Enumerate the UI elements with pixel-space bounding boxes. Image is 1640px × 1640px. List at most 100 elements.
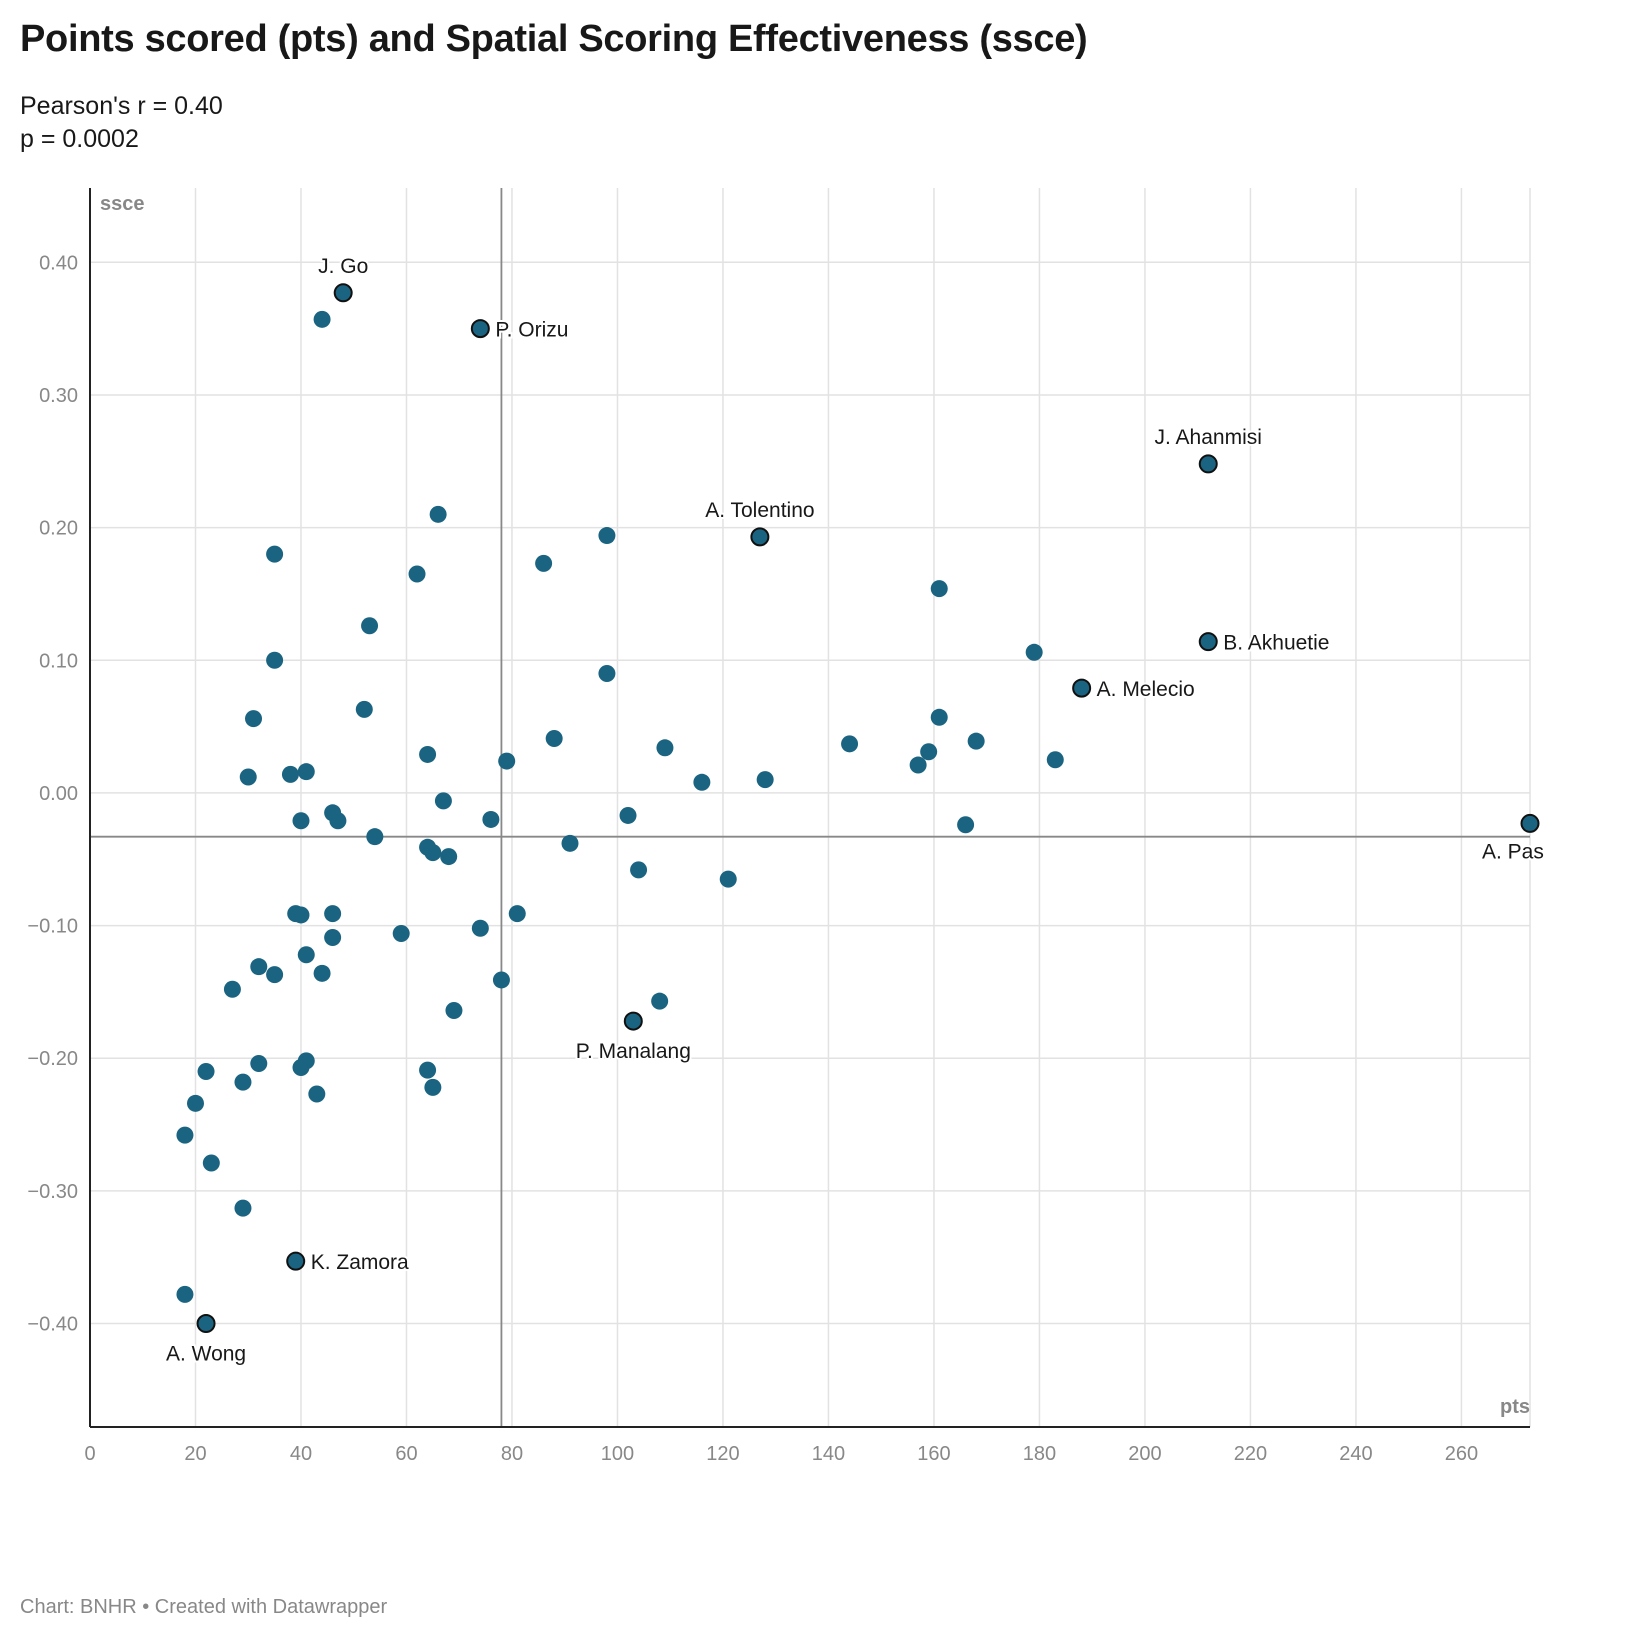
- point-labels: J. Go P. Orizu J. Ahanmisi A. Tolentino B. A…: [164, 253, 1546, 1368]
- data-point: [366, 828, 384, 846]
- highlighted-point: [286, 1251, 306, 1271]
- x-tick-label: 20: [184, 1443, 206, 1465]
- data-point: [651, 992, 669, 1010]
- x-tick-label: 120: [706, 1443, 739, 1465]
- data-point: [176, 1126, 194, 1144]
- data-point: [482, 810, 500, 828]
- data-point: [656, 739, 674, 757]
- data-point: [292, 812, 310, 830]
- point-label: A. Wong: [166, 1343, 246, 1366]
- data-point: [176, 1285, 194, 1303]
- point-label: A. Melecio: [1097, 678, 1195, 701]
- point-label: J. Go: [318, 255, 368, 278]
- data-point: [313, 310, 331, 328]
- y-tick-label: −0.10: [27, 916, 78, 938]
- data-point: [693, 773, 711, 791]
- x-tick-label: 180: [1023, 1443, 1056, 1465]
- data-point: [535, 554, 553, 572]
- x-tick-label: 80: [501, 1443, 523, 1465]
- data-point: [234, 1199, 252, 1217]
- data-point: [266, 966, 284, 984]
- x-axis-title: pts: [1500, 1396, 1530, 1418]
- highlighted-point: [1520, 813, 1540, 833]
- x-tick-label: 140: [812, 1443, 845, 1465]
- data-point: [930, 708, 948, 726]
- x-tick-label: 60: [395, 1443, 417, 1465]
- x-tick-label: 200: [1128, 1443, 1161, 1465]
- data-point: [297, 946, 315, 964]
- data-point: [419, 1061, 437, 1079]
- data-point: [967, 732, 985, 750]
- data-point: [313, 964, 331, 982]
- data-point: [561, 834, 579, 852]
- data-point: [909, 756, 927, 774]
- axes: 0 20 40 60 80 100 120 140 160 180 200 220 240 260 0.40…: [27, 188, 1530, 1465]
- highlighted-point: [196, 1314, 216, 1334]
- data-point: [756, 771, 774, 789]
- reference-lines: [90, 188, 1530, 1427]
- data-point: [197, 1062, 215, 1080]
- x-tick-label: 240: [1339, 1443, 1372, 1465]
- y-tick-label: −0.30: [27, 1181, 78, 1203]
- data-points: [176, 283, 1540, 1334]
- point-label: J. Ahanmisi: [1155, 426, 1262, 449]
- data-point: [234, 1073, 252, 1091]
- y-tick-label: 0.40: [39, 252, 78, 274]
- x-tick-label: 220: [1234, 1443, 1267, 1465]
- data-point: [492, 971, 510, 989]
- data-point: [545, 730, 563, 748]
- data-point: [239, 768, 257, 786]
- point-label: B. Akhuetie: [1223, 632, 1329, 655]
- data-point: [355, 700, 373, 718]
- data-point: [719, 870, 737, 888]
- data-point: [408, 565, 426, 583]
- chart-title: Points scored (pts) and Spatial Scoring …: [20, 18, 1088, 60]
- data-point: [440, 848, 458, 866]
- data-point: [429, 505, 447, 523]
- gridlines: [90, 188, 1531, 1427]
- x-tick-label: 160: [917, 1443, 950, 1465]
- x-tick-label: 0: [84, 1443, 95, 1465]
- x-tick-label: 100: [601, 1443, 634, 1465]
- data-point: [1025, 643, 1043, 661]
- data-point: [329, 812, 347, 830]
- data-point: [202, 1154, 220, 1172]
- data-point: [508, 905, 526, 923]
- highlighted-point: [470, 319, 490, 339]
- y-tick-label: 0.30: [39, 385, 78, 407]
- data-point: [324, 929, 342, 947]
- data-point: [281, 765, 299, 783]
- data-point: [598, 665, 616, 683]
- x-tick-label: 40: [290, 1443, 312, 1465]
- y-tick-label: 0.10: [39, 650, 78, 672]
- point-label: K. Zamora: [311, 1251, 409, 1274]
- data-point: [266, 545, 284, 563]
- data-point: [930, 580, 948, 598]
- x-tick-label: 260: [1445, 1443, 1478, 1465]
- highlighted-point: [333, 283, 353, 303]
- data-point: [245, 710, 263, 728]
- data-point: [324, 905, 342, 923]
- y-tick-label: −0.20: [27, 1048, 78, 1070]
- data-point: [598, 527, 616, 545]
- data-point: [424, 844, 442, 862]
- point-label: P. Manalang: [576, 1040, 691, 1063]
- y-tick-label: 0.20: [39, 518, 78, 540]
- data-point: [957, 816, 975, 834]
- highlighted-point: [1072, 678, 1092, 698]
- data-point: [266, 651, 284, 669]
- highlighted-point: [1198, 632, 1218, 652]
- data-point: [250, 1055, 268, 1073]
- data-point: [361, 617, 379, 635]
- y-axis-title: ssce: [100, 193, 145, 215]
- data-point: [223, 980, 241, 998]
- data-point: [308, 1085, 326, 1103]
- y-tick-label: −0.40: [27, 1314, 78, 1336]
- point-label: P. Orizu: [495, 319, 568, 342]
- highlighted-point: [1198, 454, 1218, 474]
- point-label: A. Pas: [1482, 840, 1544, 863]
- p-value-text: p = 0.0002: [20, 125, 139, 153]
- highlighted-point: [623, 1011, 643, 1031]
- y-tick-label: 0.00: [39, 783, 78, 805]
